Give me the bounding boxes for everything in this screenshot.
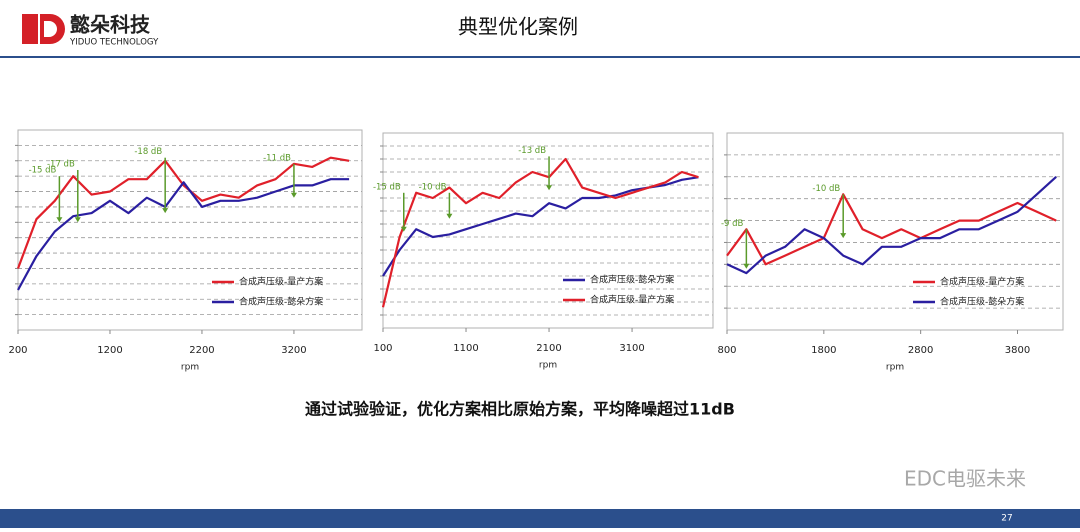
annotation-arrowhead: [56, 217, 63, 223]
watermark: EDC电驱未来: [904, 467, 1026, 491]
annotation-arrowhead: [446, 213, 453, 219]
series-line: [726, 175, 1057, 275]
annotation-arrowhead: [162, 208, 169, 214]
footer-bar: [0, 509, 1080, 528]
header-rule: [0, 56, 1080, 58]
legend-label: 合成声压级-量产方案: [239, 276, 323, 288]
annotation-arrowhead: [546, 185, 553, 191]
legend-label: 合成声压级-量产方案: [590, 294, 674, 306]
annotation-arrowhead: [290, 192, 297, 198]
slide-title: 典型优化案例: [458, 15, 578, 39]
annotation-arrowhead: [840, 233, 847, 239]
legend-label: 合成声压级-懿朵方案: [940, 296, 1024, 308]
x-tick-label: 2800: [908, 345, 933, 356]
series-line: [726, 193, 1057, 266]
x-axis-label: rpm: [181, 363, 199, 373]
chart: 100 1100 2100 3100 rpm -15 dB -10 dB -13 dB 合成声压…: [373, 132, 714, 371]
legend-label: 合成声压级-懿朵方案: [239, 296, 323, 308]
x-tick-label: 800: [717, 345, 736, 356]
series-line: [16, 156, 350, 269]
conclusion: 通过试验验证，优化方案相比原始方案，平均降噪超过11dB: [305, 400, 735, 419]
plot-frame: [382, 132, 714, 329]
annotation-arrowhead: [743, 263, 750, 269]
x-axis-label: rpm: [886, 363, 904, 373]
page-number: 27: [1001, 514, 1012, 524]
x-tick-label: 1200: [97, 345, 122, 356]
logo-text: 懿朵科技: [70, 13, 151, 37]
chart: 800 1800 2800 3800 rpm -9 dB -10 dB 合成声压级-量产方案合…: [717, 132, 1064, 373]
annotation: -15 dB: [373, 182, 401, 192]
annotation: -18 dB: [134, 147, 162, 157]
legend-label: 合成声压级-懿朵方案: [590, 274, 674, 286]
logo-mark: [40, 14, 65, 44]
annotation: -13 dB: [518, 146, 546, 156]
series-line: [381, 157, 699, 308]
annotation: -15 dB: [29, 166, 57, 176]
annotation-arrowhead: [400, 226, 407, 232]
annotation: -10 dB: [419, 182, 447, 192]
annotation: -10 dB: [812, 184, 840, 194]
logo-mark: [22, 14, 38, 44]
annotation-arrowhead: [74, 217, 81, 223]
plot-frame: [17, 129, 363, 331]
chart: 200 1200 2200 3200 rpm -15 dB-17 dB -18 dB -11 …: [8, 129, 363, 373]
x-tick-label: 200: [8, 345, 27, 356]
annotation: -17 dB: [47, 160, 75, 170]
x-tick-label: 2200: [189, 345, 214, 356]
x-tick-label: 2100: [536, 343, 561, 354]
x-tick-label: 1800: [811, 345, 836, 356]
x-tick-label: 3100: [619, 343, 644, 354]
annotation: -11 dB: [263, 153, 291, 163]
annotation: -9 dB: [721, 219, 744, 229]
x-tick-label: 3200: [281, 345, 306, 356]
logo-subtext: YIDUO TECHNOLOGY: [69, 38, 159, 48]
x-tick-label: 100: [373, 343, 392, 354]
x-tick-label: 3800: [1005, 345, 1030, 356]
x-tick-label: 1100: [453, 343, 478, 354]
legend-label: 合成声压级-量产方案: [940, 276, 1024, 288]
x-axis-label: rpm: [539, 361, 557, 371]
